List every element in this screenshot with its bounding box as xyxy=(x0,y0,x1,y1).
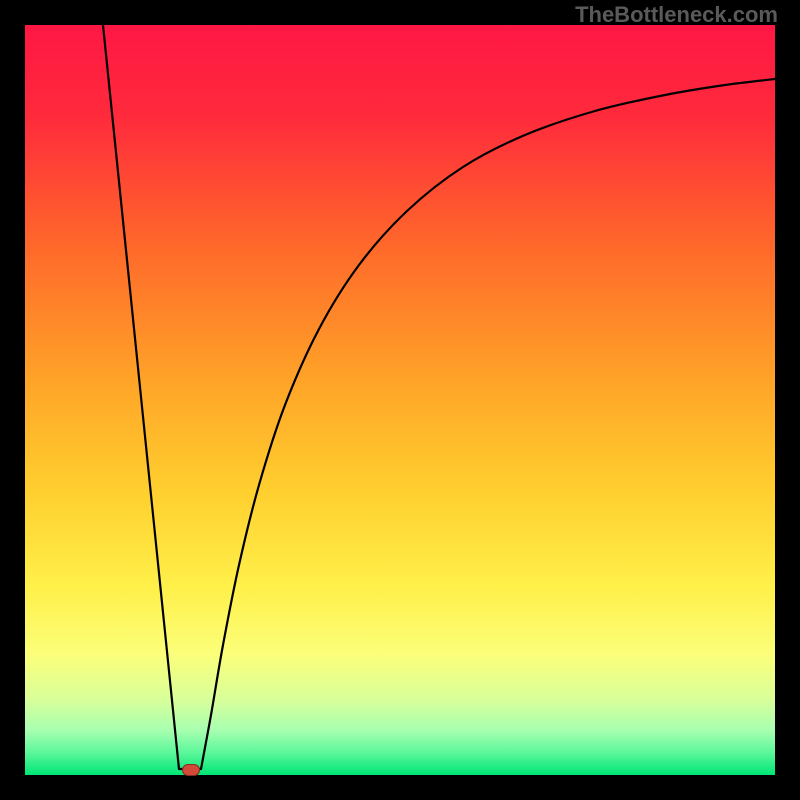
plot-area xyxy=(25,25,775,775)
optimum-marker xyxy=(182,764,200,776)
chart-frame: TheBottleneck.com xyxy=(0,0,800,800)
plot-svg xyxy=(25,25,775,775)
gradient-background xyxy=(25,25,775,775)
